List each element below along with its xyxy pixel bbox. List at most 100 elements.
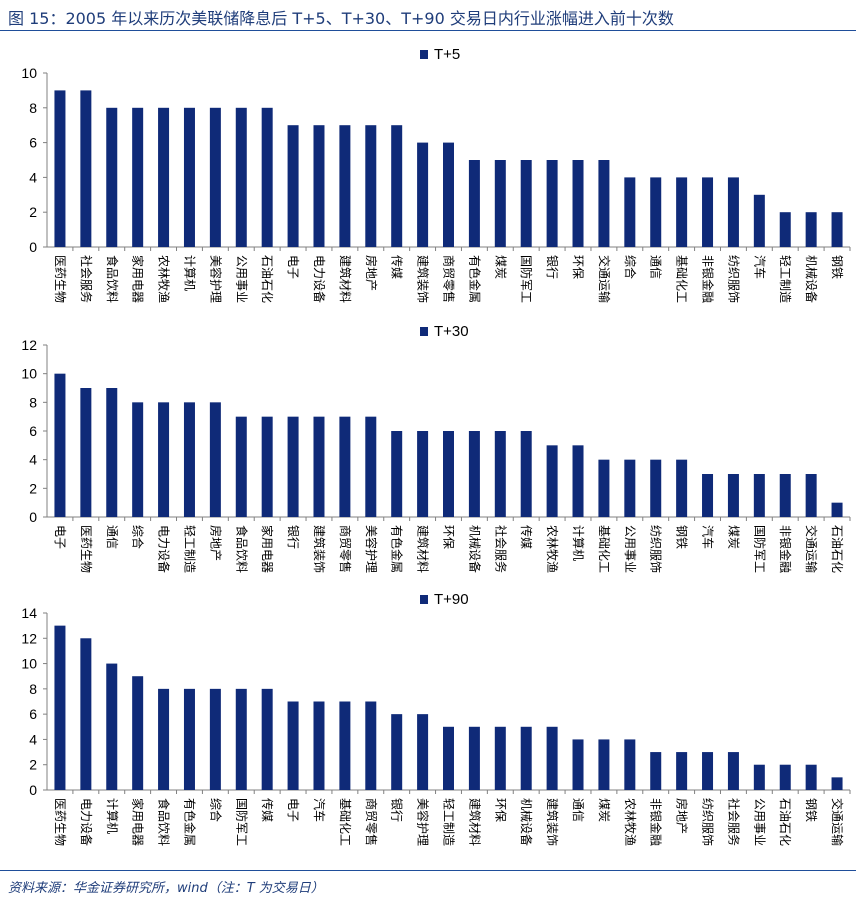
category-label: 煤炭 <box>493 255 507 279</box>
legend-label: T+5 <box>434 46 460 63</box>
category-label: 综合 <box>131 525 146 549</box>
category-label: 银行 <box>286 525 300 549</box>
category-label: 农林牧渔 <box>623 798 637 846</box>
bar <box>779 474 791 517</box>
y-tick-label: 4 <box>29 169 37 185</box>
category-label: 商贸零售 <box>338 525 353 573</box>
category-label: 环保 <box>493 798 507 822</box>
bar <box>468 726 480 790</box>
bar <box>831 212 843 247</box>
bar <box>546 726 558 790</box>
category-label: 房地产 <box>675 798 690 834</box>
bar <box>417 431 429 517</box>
category-label: 石油石化 <box>778 798 792 846</box>
bar <box>365 701 377 790</box>
category-label: 汽车 <box>752 255 767 279</box>
bar <box>831 777 843 790</box>
bar <box>494 160 506 247</box>
category-label: 医药生物 <box>53 255 67 303</box>
bar <box>132 402 144 517</box>
bar <box>235 688 247 790</box>
bar <box>132 676 144 790</box>
category-label: 基础化工 <box>597 525 611 573</box>
bar <box>261 688 273 790</box>
category-label: 传媒 <box>260 798 275 822</box>
category-label: 纺织服饰 <box>726 255 740 303</box>
y-tick-label: 0 <box>29 509 37 525</box>
bar <box>417 142 429 247</box>
category-label: 煤炭 <box>597 798 611 822</box>
category-label: 电子 <box>53 525 67 549</box>
bar <box>805 764 817 790</box>
y-tick-label: 0 <box>29 239 37 255</box>
bar <box>287 701 299 790</box>
category-label: 非银金融 <box>701 255 716 303</box>
category-label: 公用事业 <box>752 798 766 846</box>
category-label: 建筑材料 <box>338 255 353 303</box>
bar <box>209 107 221 247</box>
bar <box>805 212 817 247</box>
category-label: 美容护理 <box>208 255 223 303</box>
category-label: 计算机 <box>571 525 586 561</box>
category-label: 家用电器 <box>131 255 146 303</box>
category-label: 计算机 <box>105 798 120 834</box>
bar <box>650 459 662 517</box>
bar <box>598 739 610 790</box>
bar <box>183 402 195 517</box>
bar <box>158 688 170 790</box>
category-label: 建筑装饰 <box>312 525 327 573</box>
category-label: 商贸零售 <box>364 798 379 846</box>
y-tick-label: 6 <box>29 135 37 151</box>
bar <box>520 431 532 517</box>
category-label: 食品饮料 <box>234 525 249 573</box>
bar <box>520 726 532 790</box>
y-tick-label: 6 <box>29 423 37 439</box>
category-label: 传媒 <box>519 525 534 549</box>
category-label: 电力设备 <box>157 525 171 573</box>
category-label: 医药生物 <box>53 798 67 846</box>
bar <box>287 416 299 517</box>
legend-swatch <box>420 327 428 336</box>
category-label: 石油石化 <box>260 255 274 303</box>
y-tick-label: 0 <box>29 782 37 798</box>
category-label: 环保 <box>571 255 585 279</box>
category-label: 房地产 <box>364 255 379 291</box>
category-label: 国防军工 <box>519 255 534 303</box>
bar <box>209 688 221 790</box>
category-label: 建筑材料 <box>416 525 431 573</box>
y-tick-label: 10 <box>21 65 37 81</box>
bar <box>339 416 351 517</box>
category-label: 纺织服饰 <box>701 798 715 846</box>
bar <box>339 125 351 247</box>
y-tick-label: 4 <box>29 731 37 747</box>
category-label: 通信 <box>571 798 585 822</box>
category-label: 家用电器 <box>260 525 275 573</box>
bar <box>106 663 118 790</box>
bar <box>443 726 454 790</box>
category-label: 石油石化 <box>830 525 844 573</box>
bar <box>702 752 714 790</box>
category-label: 综合 <box>623 255 638 279</box>
category-label: 公用事业 <box>623 525 637 573</box>
category-label: 综合 <box>208 798 223 822</box>
y-tick-label: 2 <box>29 480 37 496</box>
category-label: 钢铁 <box>830 255 844 279</box>
category-label: 食品饮料 <box>105 255 120 303</box>
bar <box>313 701 325 790</box>
category-label: 交通运输 <box>830 798 845 846</box>
bar <box>183 107 195 247</box>
category-label: 计算机 <box>182 255 197 291</box>
bar <box>520 160 532 247</box>
bar <box>235 107 247 247</box>
bar <box>598 160 610 247</box>
y-tick-label: 12 <box>21 630 37 646</box>
bar <box>753 764 765 790</box>
bar <box>572 160 584 247</box>
category-label: 社会服务 <box>493 525 508 573</box>
y-tick-label: 6 <box>29 706 37 722</box>
category-label: 美容护理 <box>416 798 431 846</box>
bar <box>624 739 636 790</box>
category-label: 建筑材料 <box>467 798 482 846</box>
category-label: 轻工制造 <box>778 255 792 303</box>
bar <box>753 194 765 247</box>
